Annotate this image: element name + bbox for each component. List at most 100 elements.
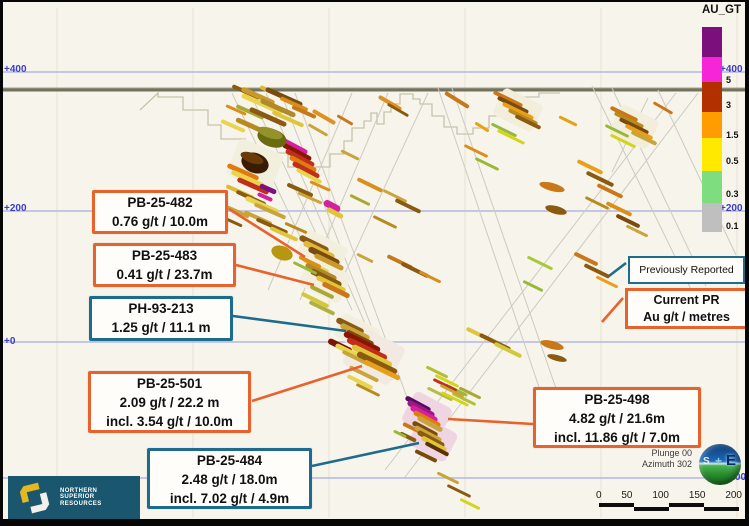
callout-title: PH-93-213: [128, 301, 194, 316]
au-legend-value: 0.5: [726, 156, 739, 166]
assay-interval: [373, 215, 397, 229]
assay-interval: [421, 436, 447, 452]
assay-interval: [340, 149, 360, 161]
assay-interval: [596, 275, 618, 289]
logo-text: NORTHERN SUPERIOR RESOURCES: [60, 488, 102, 508]
assay-interval: [226, 205, 250, 219]
assay-interval: [309, 180, 331, 192]
assay-interval: [284, 222, 308, 234]
company-logo: NORTHERN SUPERIOR RESOURCES: [8, 476, 140, 519]
assay-interval: [220, 119, 246, 133]
assay-interval: [280, 137, 308, 155]
assay-interval: [282, 143, 312, 161]
assay-interval: [356, 383, 380, 397]
au-legend-value: 3: [726, 100, 732, 110]
assay-interval: [356, 351, 398, 375]
scale-tick-label: 50: [621, 490, 633, 501]
assay-interval: [309, 300, 335, 316]
assay-interval: [363, 359, 401, 381]
au-legend-value: 1.5: [726, 130, 739, 140]
assay-interval: [475, 157, 499, 171]
assay-interval: [257, 192, 273, 202]
logo-mark-icon: [19, 482, 50, 513]
callout-title: PB-25-483: [131, 248, 198, 263]
assay-interval: [444, 91, 470, 109]
assay-interval: [425, 441, 449, 457]
assay-interval: [343, 331, 381, 353]
assay-interval: [296, 168, 322, 184]
callout-title: PB-25-482: [127, 195, 193, 210]
scale-bar-segment: [704, 507, 739, 511]
callout-leader-line: [601, 297, 624, 323]
assay-interval: [459, 498, 481, 510]
assay-interval: [335, 343, 365, 361]
drillhole-trace: [657, 89, 737, 256]
assay-interval: [378, 95, 402, 111]
assay-interval: [310, 268, 342, 288]
drillhole-trace: [437, 87, 541, 391]
callout-pb-25-484: PB-25-484 2.48 g/t / 18.0m incl. 7.02 g/t …: [147, 448, 312, 509]
callout-leader-line: [228, 207, 306, 259]
callout-assay-line: 0.76 g/t / 10.0m: [111, 214, 209, 229]
assay-interval: [383, 189, 407, 203]
au-legend-segment: [702, 27, 722, 57]
assay-interval: [272, 110, 304, 128]
assay-interval: [349, 194, 371, 206]
assay-interval: [254, 202, 286, 220]
assay-interval: [241, 93, 283, 115]
assay-interval: [340, 323, 370, 341]
frame-bottom: [0, 519, 749, 526]
assay-interval: [346, 337, 388, 361]
assay-disc: [547, 354, 567, 362]
drillhole-trace: [337, 92, 429, 289]
assay-interval: [225, 104, 247, 116]
assay-interval: [584, 263, 610, 279]
callout-assay-line: 4.82 g/t / 21.6m: [568, 411, 666, 426]
assay-interval: [426, 365, 448, 379]
assay-interval: [291, 105, 317, 119]
assay-interval: [231, 170, 265, 188]
assay-interval: [393, 430, 407, 438]
assay-interval: [493, 90, 523, 108]
drillhole-trace: [265, 92, 373, 341]
callout-title: PB-25-484: [196, 453, 263, 468]
assay-interval: [474, 122, 490, 132]
assay-disc: [545, 205, 567, 215]
assay-interval: [585, 196, 609, 210]
assay-interval: [259, 183, 277, 195]
assay-interval: [626, 224, 648, 238]
logo-line3: RESOURCES: [60, 500, 102, 507]
assay-interval: [395, 198, 421, 214]
callout-assay-line: 0.41 g/t / 23.7m: [116, 267, 213, 282]
scale-bar-segment: [599, 503, 634, 507]
compass-plus-icon: +: [715, 454, 723, 468]
assay-interval: [299, 255, 321, 269]
callout-assay-line: 2.09 g/t / 22.2 m: [119, 395, 220, 410]
assay-interval: [326, 207, 344, 219]
key-previous-label: Previously Reported: [639, 264, 734, 276]
assay-interval: [316, 275, 346, 293]
scale-bar-segments: [599, 503, 739, 512]
assay-interval: [610, 106, 638, 122]
au-legend-segment: [702, 171, 722, 203]
frame-left: [0, 0, 3, 526]
assay-interval: [287, 183, 313, 197]
elevation-label: +200: [4, 203, 27, 214]
assay-interval: [619, 117, 649, 135]
assay-interval: [435, 374, 459, 388]
assay-interval: [419, 270, 441, 284]
assay-interval: [347, 374, 373, 390]
scale-bar-ticks: 0 50 100 150 200: [596, 490, 742, 503]
assay-interval: [236, 104, 264, 120]
assay-interval: [577, 159, 603, 175]
callout-leader-line: [447, 417, 534, 426]
scale-tick-label: 0: [596, 490, 602, 501]
assay-interval: [297, 191, 323, 205]
assay-interval: [417, 416, 443, 432]
au-legend-title: AU_GT: [702, 4, 741, 16]
assay-interval: [437, 471, 459, 485]
au-legend-segment: [702, 57, 722, 82]
azimuth-label: Azimuth 302: [641, 459, 692, 469]
